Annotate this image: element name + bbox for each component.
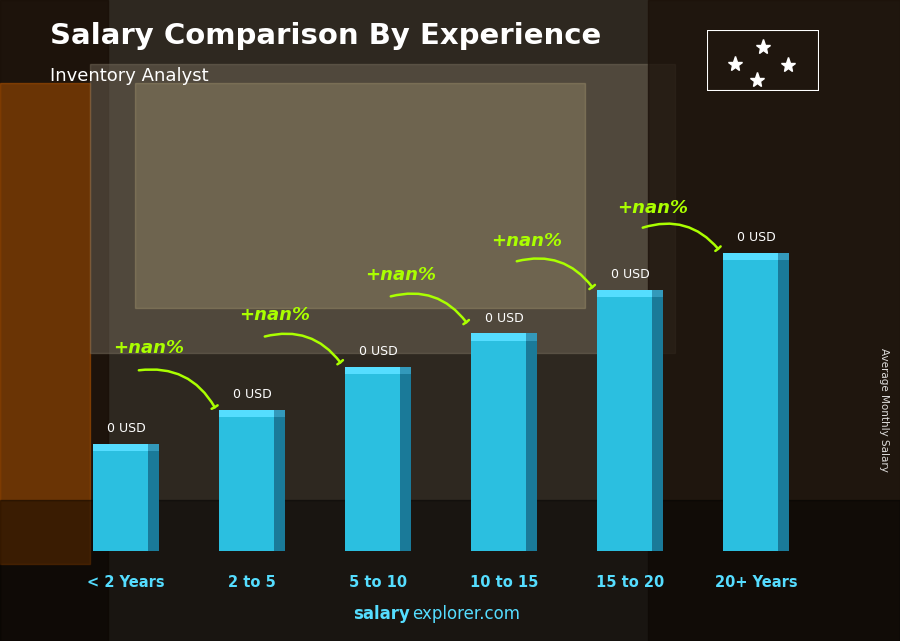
Bar [220, 417, 274, 551]
Bar [346, 367, 400, 374]
Bar [346, 374, 400, 551]
Bar [94, 444, 148, 451]
Text: 20+ Years: 20+ Years [715, 575, 797, 590]
Text: 0 USD: 0 USD [358, 345, 398, 358]
Text: +nan%: +nan% [239, 306, 310, 324]
Bar [778, 253, 788, 260]
Bar [778, 260, 788, 551]
Text: +nan%: +nan% [617, 199, 688, 217]
Text: Average Monthly Salary: Average Monthly Salary [878, 348, 889, 472]
Text: 15 to 20: 15 to 20 [596, 575, 664, 590]
Bar [526, 340, 536, 551]
Bar [652, 290, 662, 297]
Bar [472, 340, 526, 551]
Text: Inventory Analyst: Inventory Analyst [50, 67, 208, 85]
Bar [400, 367, 410, 374]
Text: 0 USD: 0 USD [106, 422, 146, 435]
Bar [598, 290, 652, 297]
Bar [598, 297, 652, 551]
Text: 5 to 10: 5 to 10 [349, 575, 407, 590]
Text: salary: salary [353, 605, 410, 623]
Text: 0 USD: 0 USD [232, 388, 272, 401]
Text: explorer.com: explorer.com [412, 605, 520, 623]
Bar [148, 451, 158, 551]
Bar [652, 297, 662, 551]
Bar [526, 333, 536, 340]
Bar [274, 410, 284, 417]
Text: < 2 Years: < 2 Years [87, 575, 165, 590]
Bar [400, 374, 410, 551]
Text: Salary Comparison By Experience: Salary Comparison By Experience [50, 22, 601, 51]
Bar [148, 444, 158, 451]
Text: 0 USD: 0 USD [736, 231, 776, 244]
Bar [724, 260, 778, 551]
Text: 0 USD: 0 USD [610, 268, 650, 281]
Text: 2 to 5: 2 to 5 [228, 575, 276, 590]
Bar [220, 410, 274, 417]
Text: 0 USD: 0 USD [484, 312, 524, 324]
Text: +nan%: +nan% [113, 339, 184, 357]
Text: 10 to 15: 10 to 15 [470, 575, 538, 590]
Text: +nan%: +nan% [365, 266, 436, 284]
Bar [472, 333, 526, 340]
Bar [94, 451, 148, 551]
Bar [724, 253, 778, 260]
Text: +nan%: +nan% [491, 232, 562, 250]
Bar [274, 417, 284, 551]
